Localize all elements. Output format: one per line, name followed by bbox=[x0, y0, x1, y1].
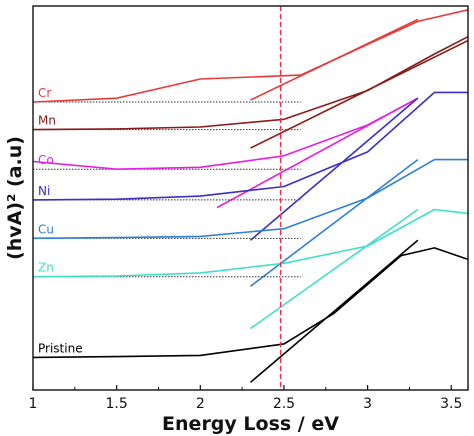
x-axis-title: Energy Loss / eV bbox=[162, 413, 339, 435]
series-ni: Ni bbox=[32, 91, 468, 241]
curve-pristine bbox=[32, 247, 469, 359]
tangent-ni bbox=[249, 97, 419, 241]
series-layer: Cr Mn Co Ni Cu Zn Pristine bbox=[32, 6, 469, 390]
x-tick-label: 3.5 bbox=[440, 396, 462, 412]
tangent-zn bbox=[250, 208, 419, 330]
series-label-mn: Mn bbox=[38, 114, 56, 128]
curve-co bbox=[32, 97, 419, 170]
x-tick-label: 3 bbox=[363, 396, 372, 412]
curve-cr bbox=[32, 9, 469, 103]
series-zn: Zn bbox=[32, 208, 469, 330]
y-axis-title: (hvA)² (a.u) bbox=[4, 136, 26, 260]
series-label-co: Co bbox=[38, 153, 54, 167]
curve-ni bbox=[32, 91, 468, 201]
curve-cu bbox=[32, 158, 468, 240]
x-tick-label: 2.5 bbox=[273, 396, 295, 412]
series-label-cr: Cr bbox=[38, 86, 51, 100]
x-tick-label: 1 bbox=[29, 396, 38, 412]
tangent-pristine bbox=[249, 239, 419, 383]
x-tick-label: 1.5 bbox=[106, 396, 128, 412]
series-label-zn: Zn bbox=[38, 261, 54, 275]
series-pristine: Pristine bbox=[32, 239, 469, 383]
x-axis: 1 1.5 2 2.5 3 3.5 bbox=[29, 385, 462, 412]
plot-frame bbox=[32, 5, 469, 391]
series-mn: Mn bbox=[32, 35, 469, 149]
series-co: Co bbox=[32, 97, 419, 209]
series-label-cu: Cu bbox=[38, 222, 54, 236]
series-cu: Cu bbox=[32, 158, 468, 287]
series-label-pristine: Pristine bbox=[38, 341, 83, 355]
curve-mn bbox=[32, 35, 469, 131]
curve-zn bbox=[32, 208, 469, 278]
x-tick-label: 2 bbox=[196, 396, 205, 412]
tangent-cu bbox=[250, 158, 419, 287]
tangent-mn bbox=[250, 39, 469, 149]
series-cr: Cr bbox=[32, 9, 469, 103]
series-label-ni: Ni bbox=[38, 184, 50, 198]
